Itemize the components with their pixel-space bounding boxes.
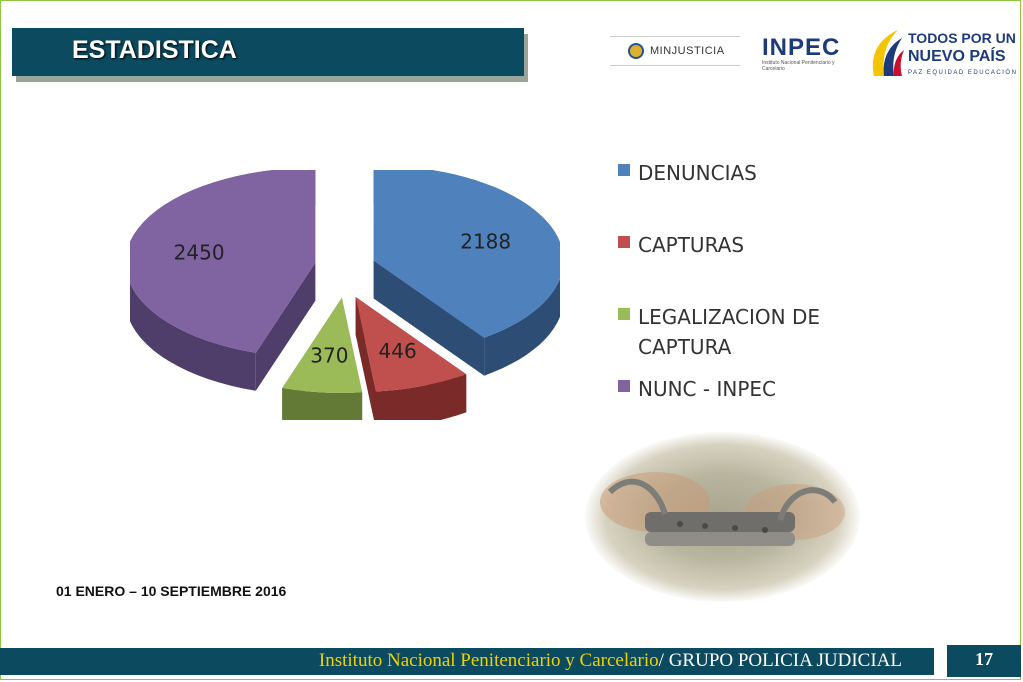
legend-swatch — [618, 380, 630, 392]
handcuffs-icon — [600, 472, 845, 546]
todos-por-un-nuevo-pais-logo: TODOS POR UN NUEVO PAÍS PAZ EQUIDAD EDUC… — [868, 26, 1016, 82]
tagline-text: PAZ EQUIDAD EDUCACIÓN — [908, 70, 1018, 76]
date-range-label: 01 ENERO – 10 SEPTIEMBRE 2016 — [56, 583, 287, 599]
pie-data-label: 370 — [310, 344, 348, 368]
legend-item: LEGALIZACION DE CAPTURA — [618, 302, 838, 362]
pie-slice-top — [130, 170, 316, 353]
legend-label: LEGALIZACION DE CAPTURA — [638, 305, 820, 359]
legend-item: CAPTURAS — [618, 230, 838, 260]
footer-text: Instituto Nacional Penitenciario y Carce… — [319, 650, 902, 672]
legend-item: DENUNCIAS — [618, 158, 838, 188]
minjusticia-logo: MINJUSTICIA — [610, 36, 740, 66]
pie-data-label: 2450 — [174, 240, 225, 264]
todos-por-un-text: TODOS POR UN — [908, 30, 1016, 46]
pie-slice-edge — [355, 297, 376, 420]
inpec-logo-text: INPEC — [762, 34, 841, 61]
legend-swatch — [618, 164, 630, 176]
pie-slice-legalizacion-de-captura: 370 — [282, 297, 363, 420]
inpec-logo: INPEC Instituto Nacional Penitenciario y… — [762, 34, 854, 73]
legend-label: DENUNCIAS — [638, 161, 757, 185]
handcuffs-photo — [585, 432, 860, 602]
pie-data-label: 446 — [379, 339, 417, 363]
legend-label: CAPTURAS — [638, 233, 745, 257]
inpec-logo-subtitle: Instituto Nacional Penitenciario y Carce… — [762, 60, 835, 72]
minjusticia-logo-text: MINJUSTICIA — [650, 45, 725, 57]
title-banner: ESTADISTICA — [12, 28, 524, 76]
page-number: 17 — [975, 649, 993, 669]
pie-slice-edge — [255, 262, 316, 391]
pie-slice-wall — [282, 388, 363, 420]
pie-slice-capturas: 446 — [355, 297, 467, 420]
page-number-box: 17 — [947, 645, 1021, 677]
pie-slice-nunc-inpec: 2450 — [130, 170, 316, 391]
pie-chart: 2188 2450 446 370 — [130, 170, 560, 420]
pie-slice-denuncias: 2188 — [373, 170, 560, 376]
legend-swatch — [618, 236, 630, 248]
pie-slice-top — [373, 170, 560, 338]
footer-bar: Instituto Nacional Penitenciario y Carce… — [0, 648, 934, 675]
pie-data-label: 2188 — [460, 229, 511, 253]
nuevo-pais-text: NUEVO PAÍS — [908, 48, 1006, 65]
slide-title: ESTADISTICA — [72, 36, 237, 64]
footer-institution: Instituto Nacional Penitenciario y Carce… — [318, 650, 659, 671]
legend-swatch — [618, 308, 630, 320]
pie-slice-top — [282, 297, 363, 393]
legend-item: NUNC - INPEC — [618, 374, 838, 404]
legend-label: NUNC - INPEC — [638, 377, 776, 401]
pie-slice-top — [355, 297, 467, 392]
pie-slice-edge — [373, 260, 485, 376]
colombia-flag-swoosh-icon — [872, 30, 904, 76]
colombia-seal-icon — [628, 43, 644, 59]
footer-group: / GRUPO POLICIA JUDICIAL — [658, 650, 902, 671]
